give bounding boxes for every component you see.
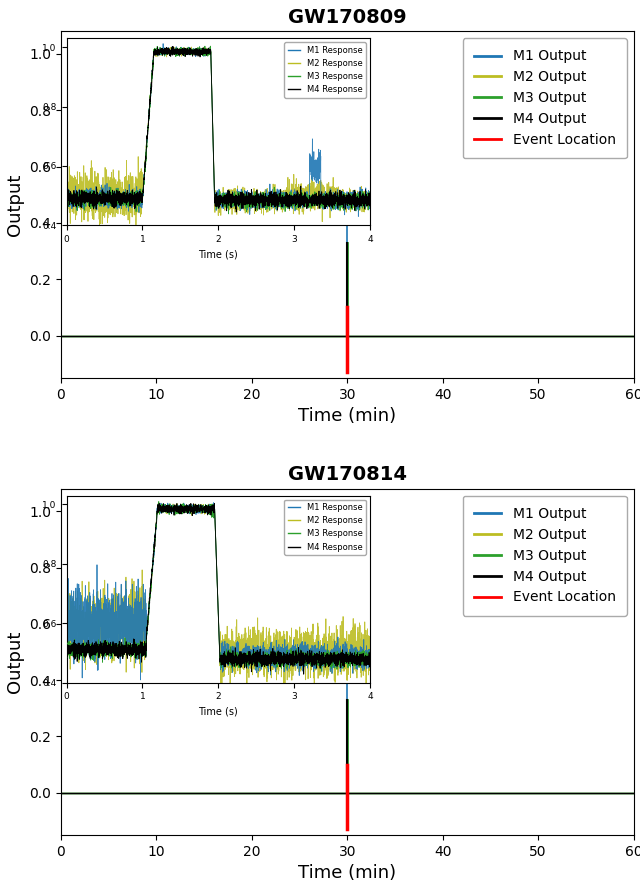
X-axis label: Time (min): Time (min) (298, 865, 396, 883)
Y-axis label: Output: Output (6, 174, 24, 236)
Title: GW170814: GW170814 (288, 465, 406, 485)
X-axis label: Time (min): Time (min) (298, 407, 396, 425)
Legend: M1 Output, M2 Output, M3 Output, M4 Output, Event Location: M1 Output, M2 Output, M3 Output, M4 Outp… (463, 495, 627, 616)
Title: GW170809: GW170809 (288, 8, 406, 27)
Legend: M1 Output, M2 Output, M3 Output, M4 Output, Event Location: M1 Output, M2 Output, M3 Output, M4 Outp… (463, 39, 627, 159)
Y-axis label: Output: Output (6, 631, 24, 693)
